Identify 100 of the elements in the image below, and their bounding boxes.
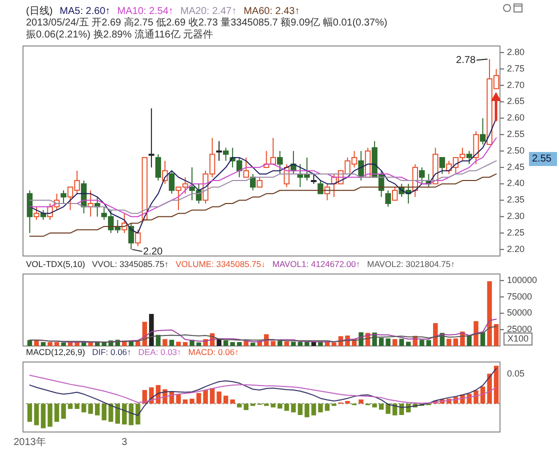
bar (446, 338, 452, 346)
candlestick (148, 108, 154, 168)
candlestick (60, 190, 66, 204)
bar (236, 342, 242, 346)
bar (324, 404, 330, 411)
bar (392, 339, 398, 346)
y-tick-label: 2.60 (507, 112, 525, 123)
candlestick (419, 166, 425, 184)
bar (230, 399, 235, 404)
bar (250, 342, 256, 346)
bar (102, 404, 106, 420)
bar (399, 338, 404, 346)
candlestick (473, 130, 479, 165)
bar (399, 404, 404, 415)
bar (332, 342, 336, 346)
bar (136, 404, 140, 424)
text: MA60: 2.43↑ (244, 6, 300, 17)
bar (244, 341, 248, 346)
text: MACD: 0.06↑ (188, 347, 239, 358)
bar (61, 342, 66, 346)
candlestick (439, 157, 446, 174)
bar (182, 399, 188, 404)
y-axis-title: X100 (507, 333, 529, 344)
y-tick-label: 2.55 (507, 128, 525, 139)
y-tick-label: 2.65 (507, 96, 525, 106)
text: MAVOL1: 4124672.00↑ (272, 259, 360, 270)
bar (176, 342, 181, 346)
bar (474, 321, 478, 346)
bar (494, 366, 499, 404)
bar (81, 404, 86, 412)
bar (162, 339, 168, 346)
y-tick-label: 2.45 (507, 162, 525, 172)
bar (304, 404, 310, 418)
bar (34, 340, 39, 346)
candlestick (385, 190, 391, 208)
x-tick-label: 2013年 (14, 436, 46, 448)
bar (61, 404, 66, 419)
text: VOLUME: 3345085.75↓ (176, 259, 266, 270)
bar (291, 404, 296, 412)
bar (54, 342, 60, 346)
candlestick (222, 147, 229, 162)
bar (216, 338, 222, 346)
bar (108, 404, 114, 422)
bar (169, 340, 174, 346)
bar (284, 341, 290, 346)
bar (244, 404, 248, 410)
bar (88, 404, 93, 414)
bar (122, 404, 127, 424)
bar (270, 341, 276, 346)
candlestick (310, 173, 317, 184)
bar (34, 404, 39, 426)
bar (149, 314, 154, 346)
bar (223, 340, 228, 346)
y-tick-label: 2.75 (507, 63, 525, 74)
text: MA20: 2.47↑ (180, 6, 237, 17)
bar (48, 404, 52, 427)
bar (190, 398, 194, 404)
bar (216, 392, 222, 404)
bar (68, 404, 73, 409)
bar (378, 338, 384, 346)
x-tick-label: 3 (122, 437, 128, 448)
bar (474, 390, 478, 404)
bar (196, 342, 202, 346)
bar (318, 404, 323, 412)
text: MA10: 2.54↑ (117, 6, 174, 17)
bar (115, 404, 120, 424)
y-tick-label: 2.80 (507, 46, 525, 57)
y-tick-label: 2.35 (507, 194, 525, 205)
bar (94, 342, 100, 346)
bar (487, 374, 492, 404)
candlestick (34, 206, 40, 220)
bar (494, 324, 499, 346)
bar (203, 390, 208, 404)
y-tick-label: 75000 (507, 291, 532, 302)
candlestick (155, 154, 162, 182)
y-tick-label: 2.40 (507, 178, 525, 188)
bar (40, 404, 46, 428)
chart-title: (日线) (26, 4, 53, 17)
bar (426, 340, 432, 346)
y-tick-label: 2.70 (507, 80, 525, 90)
candlestick (392, 186, 398, 201)
text: VVOL: 3345085.75↑ (92, 259, 169, 270)
text: DEA: 0.03↑ (138, 347, 182, 358)
candlestick (466, 150, 472, 165)
y-tick-label: 2.50 (507, 145, 525, 156)
candlestick (243, 157, 249, 178)
candlestick (26, 190, 33, 234)
bar (453, 338, 458, 346)
bar (27, 404, 32, 422)
bar (278, 404, 282, 409)
bar (236, 404, 242, 408)
bar (196, 393, 202, 404)
bar (27, 340, 32, 346)
candlestick (480, 118, 486, 145)
bar (278, 340, 282, 346)
bar (136, 341, 140, 346)
y-tick-label: 2.30 (507, 211, 525, 221)
y-tick-label: 100000 (507, 274, 538, 285)
bar (284, 404, 290, 411)
candlestick (216, 140, 222, 162)
